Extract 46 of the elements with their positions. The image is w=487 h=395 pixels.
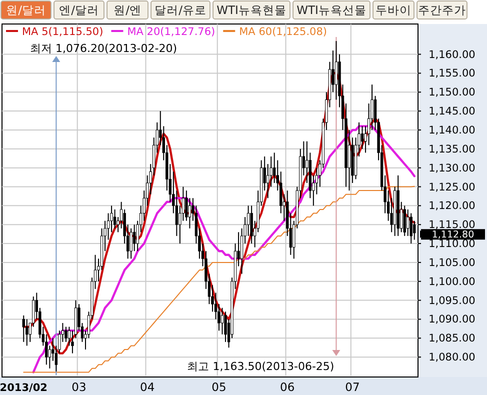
legend-label: MA 60(1,125.08) [239, 26, 328, 38]
y-tick-label: 1,125.00 [428, 181, 476, 194]
candlestick [64, 326, 68, 342]
y-tick-label: 1,135.00 [428, 143, 476, 156]
y-tick-label: 1,160.00 [428, 48, 476, 61]
y-tick-label: 1,120.00 [428, 200, 476, 212]
x-tick-label: 05 [212, 380, 226, 394]
y-tick-label: 1,115.00 [428, 219, 476, 232]
candlestick [403, 205, 406, 236]
y-tick-label: 1,105.00 [428, 256, 476, 269]
y-tick-label: 1,140.00 [428, 124, 476, 136]
y-tick-label: 1,090.00 [428, 314, 476, 326]
candlestick [132, 224, 136, 252]
y-tick-label: 1,150.00 [428, 86, 476, 99]
x-tick-label: 06 [280, 380, 295, 394]
candlestick [22, 314, 25, 342]
line-series [23, 186, 415, 373]
y-tick-label: 1,095.00 [428, 294, 476, 307]
legend-label: MA 20(1,127.76) [127, 26, 216, 38]
candlestick [26, 318, 28, 346]
candlestick [334, 40, 338, 100]
candlestick [406, 208, 410, 236]
candlestick [220, 307, 224, 335]
annotation: 최고 1,163.50(2013-06-25) [187, 360, 334, 373]
y-tick-label: 1,130.00 [428, 162, 476, 174]
candlestick [413, 220, 416, 240]
candlestick [113, 208, 116, 229]
text: 1,112.80 [432, 230, 474, 241]
candlestick [250, 205, 253, 244]
annotation: 최저 1,076.20(2013-02-20) [30, 42, 177, 55]
x-tick-label: 03 [72, 380, 86, 394]
y-tick-label: 1,085.00 [428, 332, 476, 345]
candlestick [410, 212, 412, 244]
tabs: 원/달러 엔/달러 원/엔 달러/유로 WTI뉴욕현물 WTI뉴욕선물 두바이 주간주가 [0, 0, 468, 20]
candlestick [188, 198, 192, 229]
y-tick-label: 1,145.00 [428, 106, 476, 118]
y-tick-label: 1,110.00 [428, 238, 476, 250]
x-tick-label: 04 [140, 380, 155, 394]
y-tick-label: 1,155.00 [428, 68, 476, 80]
candlestick [360, 126, 364, 150]
y-tick-label: 1,100.00 [428, 276, 476, 288]
legend-label: MA 5(1,115.50) [22, 26, 104, 38]
y-tick-label: 1,080.00 [428, 352, 476, 364]
candlestick [130, 228, 132, 260]
x-tick-label: 07 [345, 380, 360, 394]
x-tick-label: 2013/02 [0, 382, 48, 394]
